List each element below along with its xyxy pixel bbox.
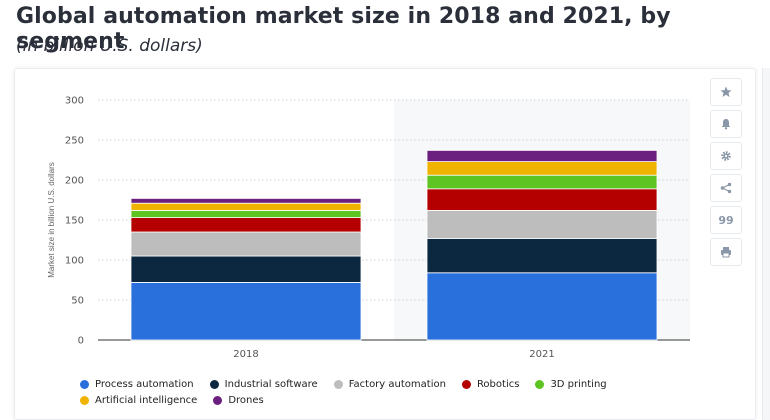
- bar-segment[interactable]: [130, 197, 362, 204]
- bar-segment[interactable]: [426, 209, 658, 239]
- page-title: Global automation market size in 2018 an…: [16, 4, 671, 54]
- y-tick-label: 150: [65, 216, 84, 227]
- bar-segment[interactable]: [130, 217, 362, 233]
- legend-marker: [80, 379, 89, 389]
- bar-segment[interactable]: [426, 161, 658, 176]
- legend-row: Artificial intelligence Drones: [80, 392, 700, 408]
- legend-item[interactable]: Robotics: [461, 378, 520, 390]
- legend-marker: [209, 379, 219, 389]
- y-tick-label: 300: [65, 96, 84, 107]
- bar-segment[interactable]: [426, 272, 658, 341]
- legend-item[interactable]: Industrial software: [209, 378, 318, 390]
- legend-item[interactable]: Process automation: [80, 379, 194, 390]
- bar-segment[interactable]: [426, 188, 658, 211]
- bar-segment[interactable]: [426, 237, 658, 274]
- x-tick-label: 2021: [529, 349, 554, 360]
- bar-segment[interactable]: [130, 209, 362, 218]
- legend-label: 3D printing: [550, 378, 607, 390]
- quote-icon: 99: [718, 213, 734, 227]
- bell-icon: [721, 119, 731, 130]
- print-button[interactable]: [710, 238, 742, 266]
- legend-item[interactable]: Artificial intelligence: [80, 395, 197, 406]
- y-tick-label: 50: [71, 296, 84, 307]
- legend-label: Industrial software: [224, 378, 318, 390]
- legend-marker: [461, 379, 471, 389]
- legend-marker: [535, 379, 545, 389]
- cite-button[interactable]: 99: [710, 206, 742, 234]
- gear-icon: [721, 151, 731, 161]
- favorite-button[interactable]: [710, 78, 742, 106]
- bar-segment[interactable]: [426, 149, 658, 162]
- legend-marker: [213, 395, 223, 405]
- legend-item[interactable]: Factory automation: [333, 378, 446, 390]
- bar-segment[interactable]: [130, 231, 362, 257]
- y-tick-label: 200: [65, 176, 84, 187]
- share-icon: [720, 182, 732, 194]
- legend-label: Drones: [228, 394, 264, 406]
- legend-item[interactable]: Drones: [213, 394, 264, 406]
- y-tick-label: 100: [65, 256, 84, 267]
- notification-button[interactable]: [710, 110, 742, 138]
- bar-segment[interactable]: [130, 255, 362, 283]
- share-button[interactable]: [710, 174, 742, 202]
- chart-legend: Process automation Industrial software Fac…: [80, 376, 700, 408]
- bar-segment[interactable]: [130, 202, 362, 211]
- legend-label: Factory automation: [348, 378, 446, 390]
- legend-item[interactable]: 3D printing: [535, 378, 607, 390]
- x-tick-label: 2018: [233, 349, 258, 360]
- adjacent-panel-edge: [762, 68, 770, 420]
- chart-toolbar: 99: [710, 78, 742, 270]
- legend-label: Process automation: [95, 378, 194, 390]
- bar-segment[interactable]: [130, 281, 362, 341]
- settings-button[interactable]: [710, 142, 742, 170]
- legend-label: Robotics: [476, 378, 520, 390]
- legend-label: Artificial intelligence: [95, 394, 198, 406]
- legend-marker: [80, 395, 89, 405]
- bar-segment[interactable]: [426, 174, 658, 190]
- star-icon: [720, 86, 732, 97]
- y-tick-label: 250: [65, 136, 84, 147]
- print-icon: [721, 247, 731, 258]
- legend-row: Process automation Industrial software Fac…: [80, 376, 700, 392]
- y-tick-label: 0: [78, 336, 84, 347]
- legend-marker: [333, 379, 343, 389]
- y-axis-label: Market size in billion U.S. dollars: [47, 162, 56, 278]
- page-subtitle: (in billion U.S. dollars): [16, 36, 203, 56]
